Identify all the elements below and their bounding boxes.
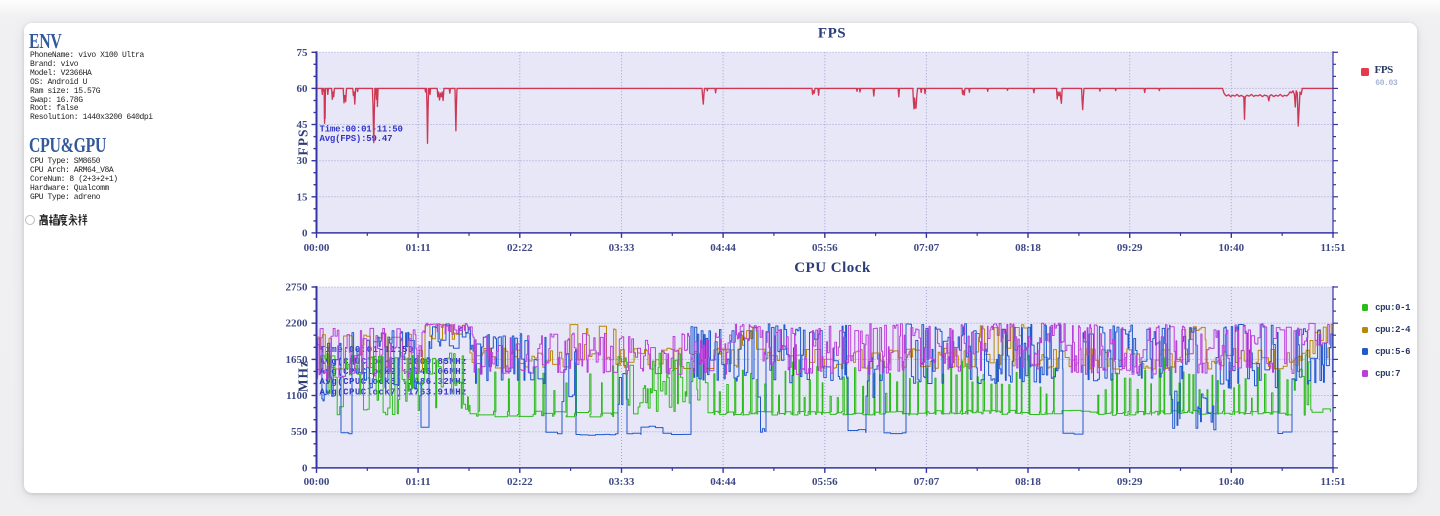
- svg-text:00:00: 00:00: [304, 476, 330, 488]
- svg-text:1100: 1100: [286, 390, 308, 402]
- svg-text:550: 550: [291, 426, 308, 438]
- svg-text:08:18: 08:18: [1015, 242, 1041, 254]
- svg-text:FPS: FPS: [818, 26, 846, 42]
- svg-text:30: 30: [297, 155, 309, 167]
- svg-text:10:40: 10:40: [1218, 242, 1244, 254]
- svg-text:Avg(CPUClock0):1009.85MHz: Avg(CPUClock0):1009.85MHz: [320, 357, 468, 367]
- svg-text:15: 15: [297, 191, 309, 203]
- svg-text:0: 0: [302, 227, 308, 239]
- svg-text:02:22: 02:22: [507, 242, 533, 254]
- svg-text:08:18: 08:18: [1015, 476, 1041, 488]
- svg-text:01:11: 01:11: [406, 476, 431, 488]
- svg-text:60: 60: [297, 83, 309, 95]
- svg-text:10:40: 10:40: [1218, 476, 1244, 488]
- svg-text:03:33: 03:33: [609, 476, 635, 488]
- svg-text:MHz: MHz: [296, 360, 311, 393]
- svg-text:00:00: 00:00: [304, 242, 330, 254]
- svg-text:Avg(CPUClock7):1763.91MHz: Avg(CPUClock7):1763.91MHz: [320, 387, 468, 397]
- svg-text:Avg(CPUClock5):1486.32MHz: Avg(CPUClock5):1486.32MHz: [320, 377, 468, 387]
- svg-text:FPS: FPS: [296, 128, 311, 155]
- svg-text:03:33: 03:33: [609, 242, 635, 254]
- svg-text:Avg(FPS):59.47: Avg(FPS):59.47: [320, 134, 393, 144]
- svg-text:CPU Clock: CPU Clock: [794, 260, 871, 276]
- svg-text:Avg(CPUClock2):1746.06MHz: Avg(CPUClock2):1746.06MHz: [320, 367, 468, 377]
- svg-text:07:07: 07:07: [914, 476, 940, 488]
- svg-text:02:22: 02:22: [507, 476, 533, 488]
- svg-text:07:07: 07:07: [914, 242, 940, 254]
- svg-text:11:51: 11:51: [1320, 476, 1345, 488]
- svg-text:75: 75: [297, 47, 309, 59]
- svg-text:45: 45: [297, 119, 309, 131]
- svg-text:01:11: 01:11: [406, 242, 431, 254]
- svg-text:2200: 2200: [286, 318, 309, 330]
- svg-text:05:56: 05:56: [812, 476, 838, 488]
- svg-text:1650: 1650: [286, 354, 309, 366]
- svg-text:2750: 2750: [286, 282, 309, 294]
- svg-text:0: 0: [302, 462, 308, 474]
- svg-text:09:29: 09:29: [1117, 242, 1143, 254]
- svg-text:11:51: 11:51: [1320, 242, 1345, 254]
- svg-text:04:44: 04:44: [710, 242, 736, 254]
- svg-text:05:56: 05:56: [812, 242, 838, 254]
- svg-text:Time:00:01-11:50: Time:00:01-11:50: [320, 124, 403, 134]
- svg-text:09:29: 09:29: [1117, 476, 1143, 488]
- svg-text:04:44: 04:44: [710, 476, 736, 488]
